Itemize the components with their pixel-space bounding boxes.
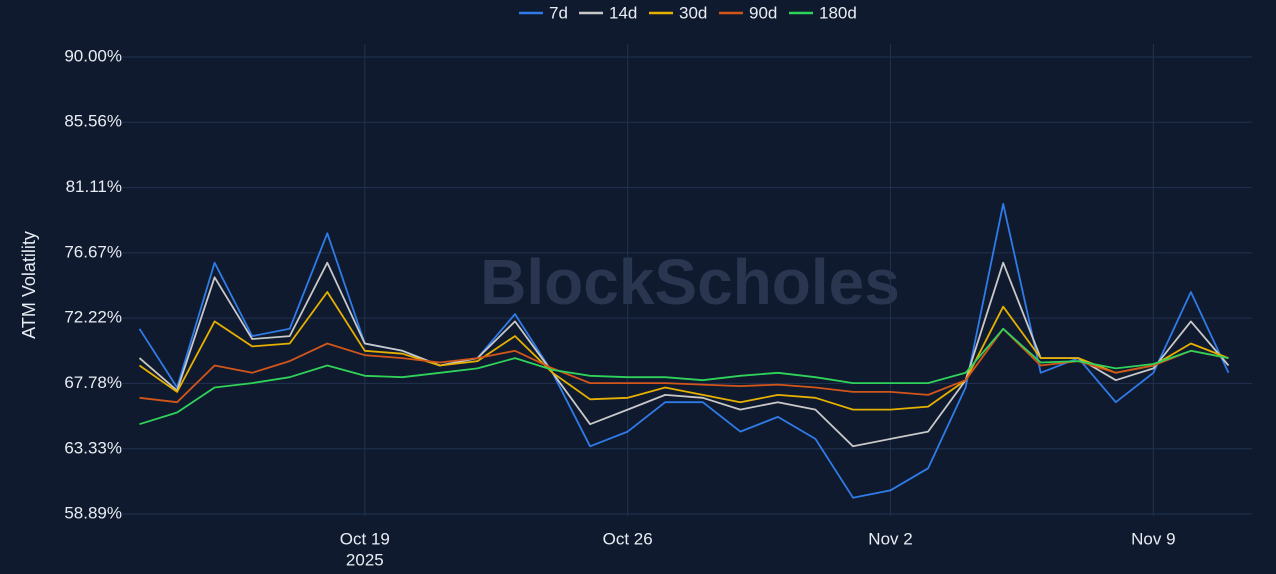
legend-label: 30d [679,3,707,22]
x-year-label: 2025 [346,550,384,569]
y-tick-label: 81.11% [66,177,122,196]
series-line [138,291,1229,411]
legend-label: 7d [549,3,568,22]
series-line [139,327,1229,404]
y-axis-label: ATM Volatility [19,231,39,339]
y-tick-label: 63.33% [64,438,122,457]
y-tick-label: 72.22% [64,308,122,327]
y-tick-label: 76.67% [64,242,122,261]
legend-label: 14d [609,3,637,22]
y-tick-label: 67.78% [64,373,122,392]
series-line [139,327,1229,426]
series-line [138,203,1230,499]
x-tick-label: Oct 26 [603,529,653,548]
watermark: BlockScholes [480,246,900,318]
legend-label: 180d [819,3,857,22]
y-tick-label: 90.00% [64,46,122,65]
y-tick-label: 58.89% [64,503,122,522]
legend-label: 90d [749,3,777,22]
y-tick-label: 85.56% [64,112,122,131]
x-tick-label: Oct 19 [340,529,390,548]
x-tick-label: Nov 9 [1131,529,1175,548]
x-tick-label: Nov 2 [868,529,912,548]
